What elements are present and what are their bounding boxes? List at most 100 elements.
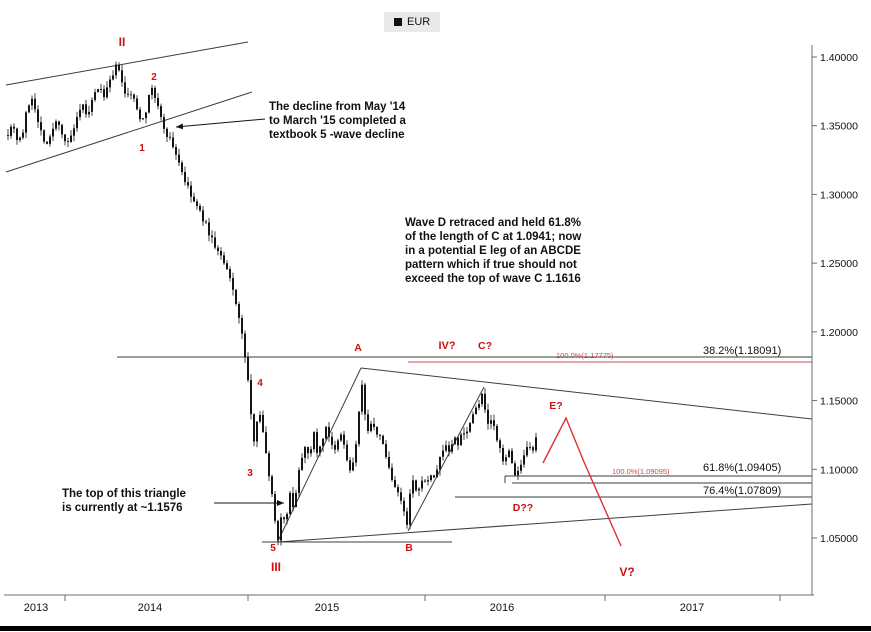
candle-body bbox=[310, 449, 312, 454]
candle-body bbox=[298, 469, 300, 493]
candle-body bbox=[211, 235, 213, 238]
candle-body bbox=[340, 434, 342, 441]
candle-body bbox=[274, 494, 276, 521]
candle-body bbox=[454, 437, 456, 445]
candle-body bbox=[139, 109, 141, 120]
candle-body bbox=[529, 447, 531, 448]
candle-body bbox=[250, 380, 252, 415]
candle-body bbox=[364, 384, 366, 415]
candle-body bbox=[388, 457, 390, 468]
wave-label-2: 2 bbox=[151, 72, 157, 83]
candle-body bbox=[517, 470, 519, 476]
y-axis-label: 1.40000 bbox=[820, 52, 858, 64]
candle-body bbox=[148, 94, 150, 113]
fib-label: 76.4%(1.07809) bbox=[703, 485, 781, 497]
candle-body bbox=[532, 447, 534, 451]
candle-body bbox=[448, 445, 450, 452]
candle-body bbox=[535, 437, 537, 451]
candle-body bbox=[46, 141, 48, 144]
candle-body bbox=[358, 411, 360, 445]
candle-body bbox=[37, 109, 39, 123]
legend[interactable]: EUR bbox=[384, 12, 441, 32]
trendline bbox=[5, 91, 253, 173]
candle-body bbox=[175, 147, 177, 155]
candle-body bbox=[166, 128, 168, 137]
candle-body bbox=[418, 488, 420, 491]
candle-body bbox=[445, 445, 447, 451]
trendline bbox=[277, 367, 362, 542]
axes bbox=[4, 45, 817, 601]
candle-body bbox=[484, 393, 486, 410]
candle-body bbox=[472, 414, 474, 424]
candle-body bbox=[100, 89, 102, 90]
candle-body bbox=[208, 222, 210, 236]
candle-body bbox=[313, 432, 315, 450]
y-axis-label: 1.20000 bbox=[820, 327, 858, 339]
candle-body bbox=[199, 205, 201, 211]
candle-body bbox=[427, 480, 429, 482]
trendline bbox=[5, 41, 249, 86]
candle-body bbox=[499, 440, 501, 448]
candle-body bbox=[103, 89, 105, 98]
candle-body bbox=[235, 289, 237, 304]
candle-body bbox=[193, 196, 195, 202]
trendline bbox=[360, 367, 813, 420]
candle-body bbox=[28, 105, 30, 113]
candle-body bbox=[523, 455, 525, 465]
candle-body bbox=[7, 135, 9, 136]
candle-body bbox=[55, 121, 57, 129]
candle-body bbox=[382, 435, 384, 445]
candle-body bbox=[160, 106, 162, 117]
candle-body bbox=[397, 487, 399, 493]
candle-body bbox=[163, 117, 165, 129]
candle-body bbox=[112, 75, 114, 80]
candle-body bbox=[319, 446, 321, 453]
candle-body bbox=[154, 87, 156, 98]
legend-label: EUR bbox=[407, 16, 431, 28]
candle-body bbox=[520, 464, 522, 471]
candle-body bbox=[10, 126, 12, 136]
candle-body bbox=[307, 447, 309, 454]
candle-body bbox=[403, 500, 405, 512]
candle-body bbox=[442, 450, 444, 457]
candle-body bbox=[70, 135, 72, 142]
candle-body bbox=[502, 448, 504, 462]
candle-body bbox=[379, 434, 381, 436]
candle-body bbox=[25, 112, 27, 133]
x-axis-label: 2015 bbox=[315, 602, 339, 614]
candle-body bbox=[424, 480, 426, 482]
candle-body bbox=[394, 479, 396, 488]
candle-body bbox=[346, 444, 348, 461]
candlesticks bbox=[7, 61, 537, 546]
candle-body bbox=[412, 480, 414, 494]
y-axis-label: 1.35000 bbox=[820, 121, 858, 133]
candle-body bbox=[490, 420, 492, 424]
fib-label: 100.0%(1.09095) bbox=[612, 467, 670, 476]
candle-body bbox=[202, 210, 204, 222]
candle-body bbox=[88, 111, 90, 115]
annotation-decline: The decline from May '14 to March '15 co… bbox=[269, 101, 406, 141]
candle-body bbox=[508, 450, 510, 458]
candle-body bbox=[73, 128, 75, 136]
candle-body bbox=[127, 93, 129, 95]
wave-label-III: III bbox=[271, 560, 281, 574]
trendlines-and-levels bbox=[5, 41, 813, 543]
candle-body bbox=[415, 480, 417, 491]
trendline bbox=[277, 503, 813, 543]
candle-body bbox=[406, 511, 408, 525]
candle-body bbox=[220, 251, 222, 256]
annotation-triangle: The top of this triangle is currently at… bbox=[62, 488, 186, 514]
candle-body bbox=[391, 467, 393, 480]
candle-body bbox=[13, 126, 15, 129]
wave-label-D: D?? bbox=[513, 502, 533, 514]
candle-body bbox=[214, 237, 216, 248]
candle-body bbox=[493, 420, 495, 426]
candle-body bbox=[259, 415, 261, 422]
candle-body bbox=[271, 476, 273, 495]
candle-body bbox=[280, 517, 282, 541]
candle-body bbox=[97, 89, 99, 93]
candle-body bbox=[106, 87, 108, 98]
x-axis-label: 2014 bbox=[138, 602, 162, 614]
candle-body bbox=[136, 98, 138, 110]
